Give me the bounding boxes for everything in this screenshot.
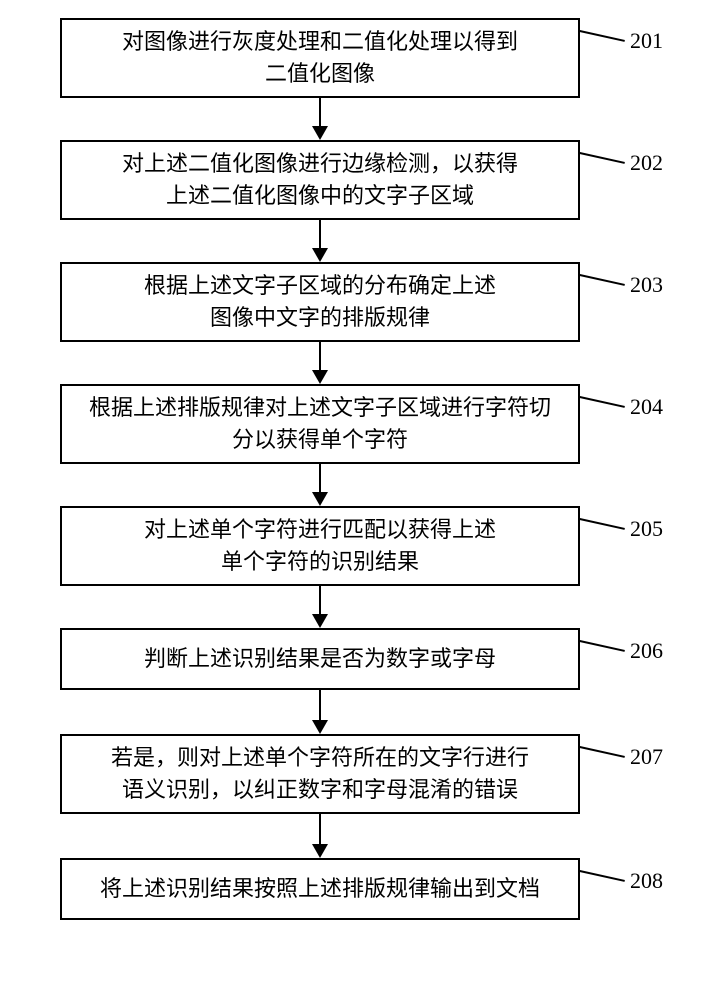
label-line-207 (580, 746, 625, 758)
step-box-201: 对图像进行灰度处理和二值化处理以得到二值化图像 (60, 18, 580, 98)
step-box-204: 根据上述排版规律对上述文字子区域进行字符切分以获得单个字符 (60, 384, 580, 464)
arrow-line-5 (319, 690, 321, 720)
step-box-208: 将上述识别结果按照上述排版规律输出到文档 (60, 858, 580, 920)
arrow-head-6 (312, 844, 328, 858)
step-box-205: 对上述单个字符进行匹配以获得上述单个字符的识别结果 (60, 506, 580, 586)
label-line-203 (580, 274, 625, 286)
step-label-202: 202 (630, 150, 663, 176)
step-text-208: 将上述识别结果按照上述排版规律输出到文档 (100, 873, 540, 905)
step-box-202: 对上述二值化图像进行边缘检测，以获得上述二值化图像中的文字子区域 (60, 140, 580, 220)
label-line-202 (580, 152, 625, 164)
step-text-207: 若是，则对上述单个字符所在的文字行进行语义识别，以纠正数字和字母混淆的错误 (111, 742, 529, 806)
arrow-head-1 (312, 248, 328, 262)
arrow-head-2 (312, 370, 328, 384)
step-label-203: 203 (630, 272, 663, 298)
step-box-207: 若是，则对上述单个字符所在的文字行进行语义识别，以纠正数字和字母混淆的错误 (60, 734, 580, 814)
step-label-206: 206 (630, 638, 663, 664)
arrow-line-1 (319, 220, 321, 248)
step-text-204: 根据上述排版规律对上述文字子区域进行字符切分以获得单个字符 (89, 392, 551, 456)
arrow-line-6 (319, 814, 321, 844)
arrow-line-0 (319, 98, 321, 126)
step-text-203: 根据上述文字子区域的分布确定上述图像中文字的排版规律 (144, 270, 496, 334)
step-label-204: 204 (630, 394, 663, 420)
arrow-line-2 (319, 342, 321, 370)
label-line-201 (580, 30, 625, 42)
step-text-205: 对上述单个字符进行匹配以获得上述单个字符的识别结果 (144, 514, 496, 578)
arrow-head-4 (312, 614, 328, 628)
step-label-205: 205 (630, 516, 663, 542)
step-label-201: 201 (630, 28, 663, 54)
flowchart-container: 对图像进行灰度处理和二值化处理以得到二值化图像 201 对上述二值化图像进行边缘检测… (0, 0, 704, 1000)
arrow-head-5 (312, 720, 328, 734)
label-line-205 (580, 518, 625, 530)
label-line-206 (580, 640, 625, 652)
step-label-208: 208 (630, 868, 663, 894)
step-label-207: 207 (630, 744, 663, 770)
label-line-204 (580, 396, 625, 408)
arrow-head-0 (312, 126, 328, 140)
arrow-head-3 (312, 492, 328, 506)
step-text-201: 对图像进行灰度处理和二值化处理以得到二值化图像 (122, 26, 518, 90)
step-box-203: 根据上述文字子区域的分布确定上述图像中文字的排版规律 (60, 262, 580, 342)
step-text-202: 对上述二值化图像进行边缘检测，以获得上述二值化图像中的文字子区域 (122, 148, 518, 212)
step-text-206: 判断上述识别结果是否为数字或字母 (144, 643, 496, 675)
arrow-line-3 (319, 464, 321, 492)
arrow-line-4 (319, 586, 321, 614)
label-line-208 (580, 870, 625, 882)
step-box-206: 判断上述识别结果是否为数字或字母 (60, 628, 580, 690)
